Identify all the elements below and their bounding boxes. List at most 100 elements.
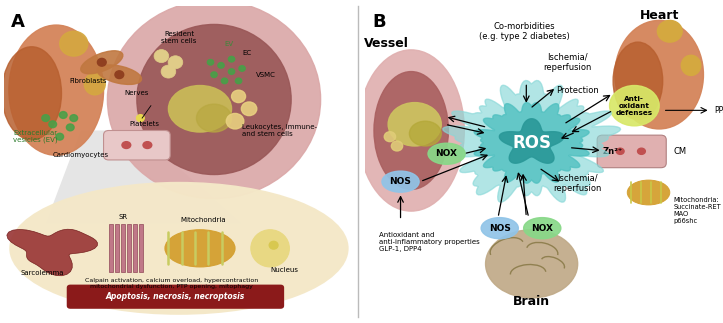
Bar	[115, 224, 119, 272]
Text: NOX: NOX	[435, 149, 458, 158]
Text: EV: EV	[225, 41, 234, 47]
Ellipse shape	[228, 69, 235, 74]
Text: Ischemia/
reperfusion: Ischemia/ reperfusion	[543, 53, 591, 72]
Text: NOX: NOX	[531, 224, 553, 233]
Ellipse shape	[613, 42, 663, 120]
Text: Zn²⁺: Zn²⁺	[603, 147, 623, 156]
Text: Resident
stem cells: Resident stem cells	[161, 31, 197, 44]
Ellipse shape	[108, 0, 320, 199]
Text: A: A	[11, 13, 25, 31]
Text: ROS: ROS	[512, 134, 551, 152]
Ellipse shape	[628, 180, 669, 205]
Ellipse shape	[616, 148, 624, 154]
Text: PPARs: PPARs	[714, 106, 723, 115]
FancyBboxPatch shape	[597, 135, 667, 168]
Ellipse shape	[98, 58, 106, 66]
Ellipse shape	[137, 25, 291, 174]
Polygon shape	[500, 119, 564, 163]
Text: Apoptosis, necrosis, necroptosis: Apoptosis, necrosis, necroptosis	[106, 292, 245, 301]
FancyBboxPatch shape	[67, 285, 284, 309]
Ellipse shape	[42, 115, 50, 121]
Text: Vessel: Vessel	[364, 37, 408, 50]
Text: Fibroblasts: Fibroblasts	[69, 78, 106, 84]
Ellipse shape	[609, 86, 659, 126]
Text: Nerves: Nerves	[124, 90, 149, 96]
Ellipse shape	[60, 31, 87, 56]
Bar	[132, 224, 137, 272]
Ellipse shape	[523, 218, 561, 239]
Polygon shape	[474, 103, 589, 183]
Ellipse shape	[122, 142, 131, 149]
Text: Sarcolemma: Sarcolemma	[20, 270, 64, 276]
Ellipse shape	[269, 241, 278, 249]
Ellipse shape	[2, 47, 61, 140]
Bar	[139, 224, 143, 272]
Text: B: B	[372, 13, 386, 31]
Ellipse shape	[251, 230, 289, 267]
Ellipse shape	[85, 73, 106, 95]
Ellipse shape	[358, 50, 464, 211]
Text: NOS: NOS	[390, 177, 411, 186]
Ellipse shape	[208, 59, 214, 65]
Polygon shape	[46, 130, 242, 224]
Ellipse shape	[228, 57, 235, 62]
Text: Platelets: Platelets	[129, 121, 159, 127]
Ellipse shape	[211, 72, 217, 78]
Ellipse shape	[70, 115, 77, 121]
Text: Mitochondria:
Succinate-RET
MAO
p66shc: Mitochondria: Succinate-RET MAO p66shc	[673, 197, 721, 224]
Ellipse shape	[481, 218, 518, 239]
Ellipse shape	[115, 71, 124, 78]
Ellipse shape	[241, 102, 257, 116]
Bar	[127, 224, 132, 272]
Ellipse shape	[165, 230, 235, 267]
Ellipse shape	[638, 148, 646, 154]
Ellipse shape	[56, 133, 64, 140]
Ellipse shape	[231, 90, 246, 103]
Ellipse shape	[681, 55, 701, 76]
Ellipse shape	[374, 72, 448, 189]
Text: Anti-
oxidant
defenses: Anti- oxidant defenses	[616, 96, 653, 116]
Ellipse shape	[97, 65, 142, 84]
Ellipse shape	[59, 111, 67, 119]
Ellipse shape	[409, 121, 441, 146]
FancyBboxPatch shape	[103, 130, 170, 160]
Ellipse shape	[236, 78, 241, 84]
Text: EC: EC	[242, 50, 251, 56]
Ellipse shape	[657, 20, 683, 42]
Text: SR: SR	[119, 214, 127, 220]
Ellipse shape	[49, 121, 56, 128]
Polygon shape	[7, 229, 98, 276]
Ellipse shape	[239, 66, 245, 71]
Text: Nucleus: Nucleus	[270, 267, 298, 273]
Ellipse shape	[154, 49, 168, 63]
Polygon shape	[442, 80, 620, 202]
Text: Brain: Brain	[513, 295, 550, 307]
Ellipse shape	[382, 171, 419, 192]
Ellipse shape	[486, 230, 578, 298]
Ellipse shape	[9, 25, 103, 155]
Text: Mitochondria: Mitochondria	[181, 217, 226, 224]
Text: Heart: Heart	[639, 9, 679, 22]
Ellipse shape	[384, 132, 395, 142]
Ellipse shape	[11, 183, 347, 313]
Text: Leukocytes, immune-
and stem cells: Leukocytes, immune- and stem cells	[242, 124, 317, 137]
Ellipse shape	[67, 124, 74, 131]
Ellipse shape	[226, 113, 244, 129]
Ellipse shape	[81, 51, 123, 74]
Text: Ischemia/
reperfusion: Ischemia/ reperfusion	[554, 173, 602, 193]
Ellipse shape	[197, 104, 231, 132]
Bar	[108, 224, 114, 272]
Ellipse shape	[428, 143, 465, 164]
Text: Calpain activation, calcium overload, hypercontraction
mitochondrial dysfunction: Calpain activation, calcium overload, hy…	[85, 278, 259, 289]
Text: Protection: Protection	[556, 86, 599, 95]
Ellipse shape	[161, 65, 176, 78]
Text: Extracellular
vesicles (EV): Extracellular vesicles (EV)	[13, 130, 58, 143]
Ellipse shape	[137, 115, 144, 121]
Ellipse shape	[388, 103, 441, 146]
Text: NOS: NOS	[489, 224, 510, 233]
Text: Antioxidant and
anti-inflammatory properties
GLP-1, DPP4: Antioxidant and anti-inflammatory proper…	[380, 232, 480, 252]
Ellipse shape	[168, 86, 231, 132]
Ellipse shape	[391, 141, 403, 151]
Ellipse shape	[143, 142, 152, 149]
Text: Cardiomyocytes: Cardiomyocytes	[53, 152, 109, 158]
